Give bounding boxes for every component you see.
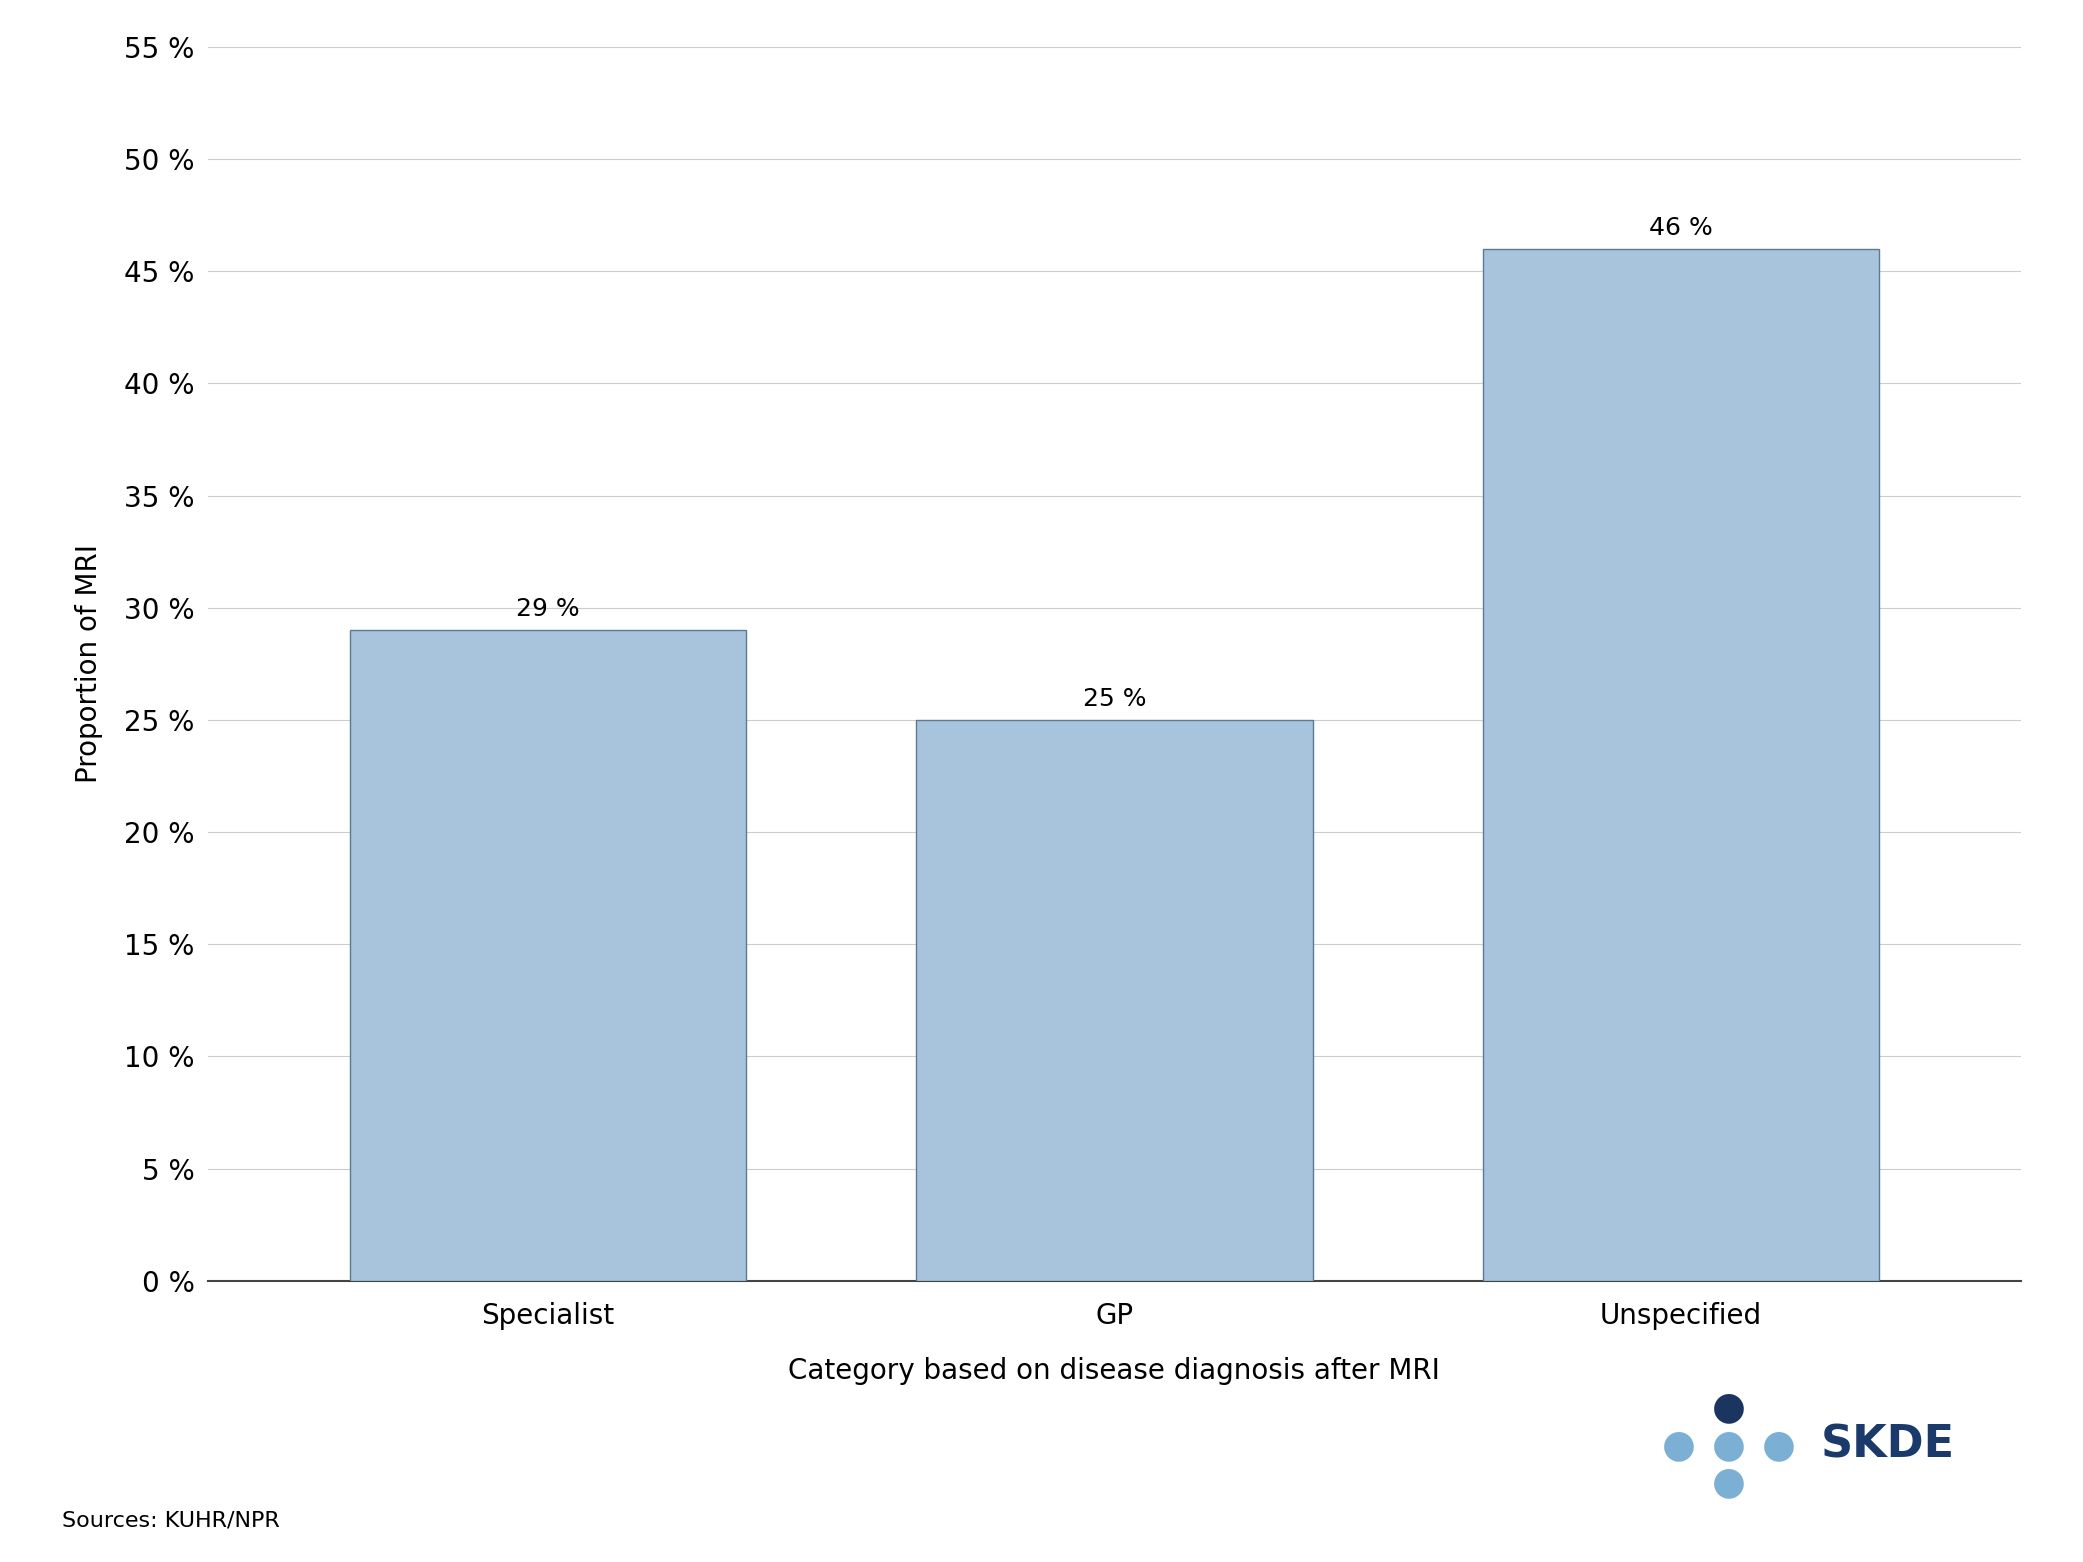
Bar — [1483, 248, 1879, 1281]
Text: Sources: KUHR/NPR: Sources: KUHR/NPR — [62, 1510, 281, 1531]
Text: ●: ● — [1712, 1464, 1746, 1501]
Text: ●: ● — [1712, 1426, 1746, 1464]
Text: ●: ● — [1762, 1426, 1796, 1464]
Bar — [917, 720, 1312, 1281]
X-axis label: Category based on disease diagnosis after MRI: Category based on disease diagnosis afte… — [789, 1357, 1439, 1385]
Text: 46 %: 46 % — [1650, 216, 1712, 241]
Text: SKDE: SKDE — [1821, 1423, 1954, 1467]
Text: ●: ● — [1662, 1426, 1696, 1464]
Text: 29 %: 29 % — [517, 597, 579, 622]
Text: ●: ● — [1712, 1389, 1746, 1426]
Bar — [350, 629, 746, 1281]
Text: 25 %: 25 % — [1083, 687, 1146, 711]
Y-axis label: Proportion of MRI: Proportion of MRI — [75, 544, 102, 784]
